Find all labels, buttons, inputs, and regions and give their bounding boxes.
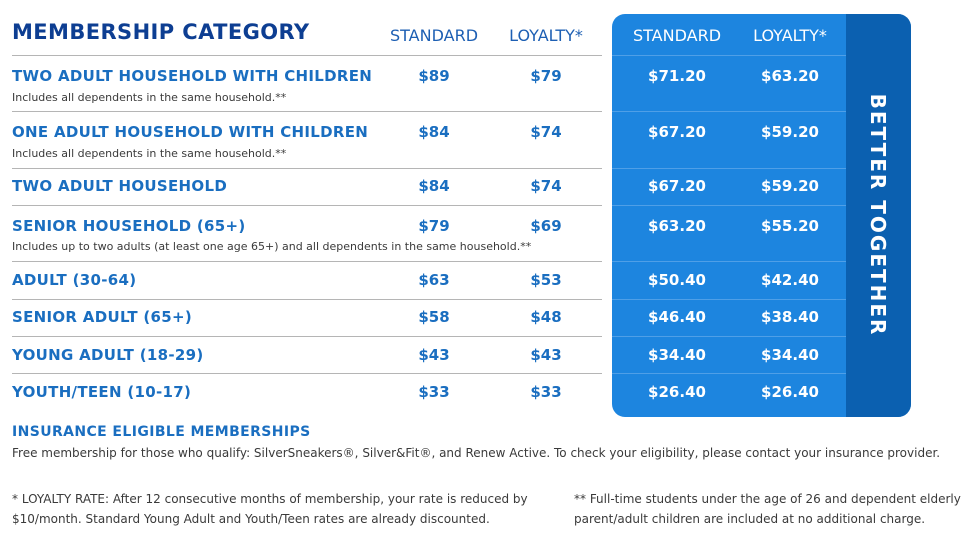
together-price-standard: $67.20 xyxy=(648,177,706,195)
price-loyalty: $69 xyxy=(530,217,562,235)
together-price-loyalty: $59.20 xyxy=(761,123,819,141)
price-loyalty: $74 xyxy=(530,177,562,195)
panel-row-divider xyxy=(612,111,846,112)
price-standard: $89 xyxy=(418,67,450,85)
together-price-standard: $67.20 xyxy=(648,123,706,141)
standard-column-header: STANDARD xyxy=(389,26,479,45)
row-name-young-adult: YOUNG ADULT (18-29) xyxy=(12,346,204,364)
panel-row-divider xyxy=(612,55,846,56)
price-loyalty: $33 xyxy=(530,383,562,401)
row-name-one-adult-household-with-children: ONE ADULT HOUSEHOLD WITH CHILDREN xyxy=(12,123,369,141)
insurance-section-title: INSURANCE ELIGIBLE MEMBERSHIPS xyxy=(12,424,311,440)
panel-standard-header: STANDARD xyxy=(632,26,722,45)
panel-row-divider xyxy=(612,261,846,262)
footnote-line: ** Full-time students under the age of 2… xyxy=(574,492,961,506)
row-note: Includes up to two adults (at least one … xyxy=(12,240,532,253)
row-name-youth-teen: YOUTH/TEEN (10-17) xyxy=(12,383,192,401)
together-price-standard: $71.20 xyxy=(648,67,706,85)
panel-row-divider xyxy=(612,336,846,337)
price-loyalty: $53 xyxy=(530,271,562,289)
panel-row-divider xyxy=(612,373,846,374)
row-divider xyxy=(12,55,602,56)
row-name-senior-adult: SENIOR ADULT (65+) xyxy=(12,308,193,326)
footnote-line: parent/adult children are included at no… xyxy=(574,512,926,526)
row-name-two-adult-household: TWO ADULT HOUSEHOLD xyxy=(12,177,228,195)
loyalty-rate-footnote: * LOYALTY RATE: After 12 consecutive mon… xyxy=(12,489,528,529)
together-price-standard: $46.40 xyxy=(648,308,706,326)
panel-row-divider xyxy=(612,168,846,169)
better-together-side-band xyxy=(846,14,911,417)
better-together-label: BETTER TOGETHER xyxy=(866,93,890,337)
row-divider xyxy=(12,299,602,300)
row-note: Includes all dependents in the same hous… xyxy=(12,147,287,160)
students-footnote: ** Full-time students under the age of 2… xyxy=(574,489,961,529)
price-standard: $84 xyxy=(418,177,450,195)
price-standard: $79 xyxy=(418,217,450,235)
together-price-standard: $26.40 xyxy=(648,383,706,401)
row-divider xyxy=(12,168,602,169)
row-divider xyxy=(12,336,602,337)
together-price-loyalty: $55.20 xyxy=(761,217,819,235)
row-divider xyxy=(12,373,602,374)
together-price-loyalty: $38.40 xyxy=(761,308,819,326)
row-divider xyxy=(12,205,602,206)
panel-loyalty-header: LOYALTY* xyxy=(753,26,827,45)
row-name-adult: ADULT (30-64) xyxy=(12,271,137,289)
footnote-line: * LOYALTY RATE: After 12 consecutive mon… xyxy=(12,492,528,506)
row-name-senior-household: SENIOR HOUSEHOLD (65+) xyxy=(12,217,246,235)
row-name-two-adult-household-with-children: TWO ADULT HOUSEHOLD WITH CHILDREN xyxy=(12,67,373,85)
loyalty-column-header: LOYALTY* xyxy=(509,26,583,45)
together-price-standard: $63.20 xyxy=(648,217,706,235)
together-price-loyalty: $42.40 xyxy=(761,271,819,289)
price-loyalty: $43 xyxy=(530,346,562,364)
together-price-standard: $34.40 xyxy=(648,346,706,364)
better-together-panel xyxy=(612,14,911,417)
price-standard: $58 xyxy=(418,308,450,326)
footnote-line: $10/month. Standard Young Adult and Yout… xyxy=(12,512,490,526)
row-divider xyxy=(12,261,602,262)
price-standard: $33 xyxy=(418,383,450,401)
row-divider xyxy=(12,111,602,112)
price-standard: $43 xyxy=(418,346,450,364)
membership-category-header: MEMBERSHIP CATEGORY xyxy=(12,20,310,44)
panel-row-divider xyxy=(612,205,846,206)
together-price-loyalty: $26.40 xyxy=(761,383,819,401)
price-loyalty: $48 xyxy=(530,308,562,326)
together-price-loyalty: $59.20 xyxy=(761,177,819,195)
row-note: Includes all dependents in the same hous… xyxy=(12,91,287,104)
together-price-loyalty: $63.20 xyxy=(761,67,819,85)
together-price-standard: $50.40 xyxy=(648,271,706,289)
together-price-loyalty: $34.40 xyxy=(761,346,819,364)
price-standard: $63 xyxy=(418,271,450,289)
price-loyalty: $74 xyxy=(530,123,562,141)
insurance-section-text: Free membership for those who qualify: S… xyxy=(12,446,941,460)
panel-row-divider xyxy=(612,299,846,300)
price-standard: $84 xyxy=(418,123,450,141)
price-loyalty: $79 xyxy=(530,67,562,85)
